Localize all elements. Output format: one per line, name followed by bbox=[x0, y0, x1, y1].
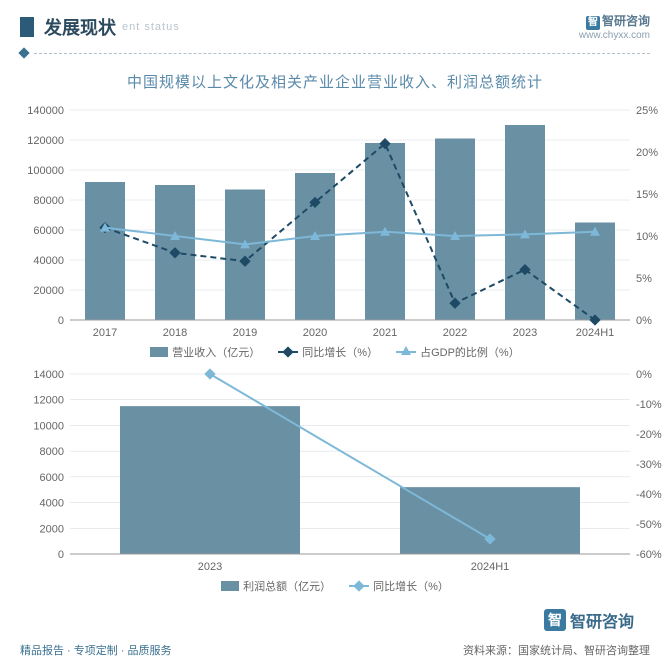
brand-label: 智研咨询 bbox=[602, 14, 650, 28]
footer-right: 资料来源：国家统计局、智研咨询整理 bbox=[463, 642, 650, 658]
chart2-area: 02000400060008000100001200014000-60%-50%… bbox=[20, 364, 650, 574]
brand-name: 智智研咨询 bbox=[579, 12, 650, 30]
watermark-text: 智研咨询 bbox=[570, 608, 634, 632]
legend-line1: 同比增长（%） bbox=[278, 344, 378, 360]
footer: 精品报告 · 专项定制 · 品质服务 资料来源：国家统计局、智研咨询整理 bbox=[20, 642, 650, 658]
svg-text:-60%: -60% bbox=[636, 549, 662, 561]
diamond-icon bbox=[18, 47, 29, 58]
chart1-area: 0 20000 40000 60000 80000 100000 120000 140000 0… bbox=[20, 100, 650, 340]
header-left: 发展现状 ent status bbox=[20, 14, 180, 40]
chart-title: 中国规模以上文化及相关产业企业营业收入、利润总额统计 bbox=[0, 61, 670, 100]
svg-text:2000: 2000 bbox=[40, 523, 64, 535]
svg-text:2022: 2022 bbox=[443, 327, 467, 339]
svg-text:20000: 20000 bbox=[33, 285, 64, 297]
svg-text:2021: 2021 bbox=[373, 327, 397, 339]
footer-left: 精品报告 · 专项定制 · 品质服务 bbox=[20, 642, 172, 658]
legend-bar: 营业收入（亿元） bbox=[150, 344, 260, 360]
legend-bar: 利润总额（亿元） bbox=[221, 578, 331, 594]
chart2-legend: 利润总额（亿元） 同比增长（%） bbox=[0, 574, 670, 598]
svg-text:0%: 0% bbox=[636, 369, 652, 381]
svg-text:5%: 5% bbox=[636, 273, 652, 285]
svg-text:10000: 10000 bbox=[33, 420, 64, 432]
watermark-icon: 智 bbox=[544, 609, 566, 631]
svg-text:2023: 2023 bbox=[513, 327, 537, 339]
svg-text:6000: 6000 bbox=[40, 472, 64, 484]
header-accent-block bbox=[20, 17, 34, 37]
svg-text:4000: 4000 bbox=[40, 498, 64, 510]
svg-text:0: 0 bbox=[58, 315, 64, 327]
svg-text:0: 0 bbox=[58, 549, 64, 561]
header-subtitle: ent status bbox=[122, 21, 180, 33]
svg-text:12000: 12000 bbox=[33, 395, 64, 407]
svg-text:25%: 25% bbox=[636, 105, 658, 117]
svg-text:80000: 80000 bbox=[33, 195, 64, 207]
svg-text:-40%: -40% bbox=[636, 489, 662, 501]
brand-url: www.chyxx.com bbox=[579, 30, 650, 41]
svg-text:-10%: -10% bbox=[636, 399, 662, 411]
svg-text:15%: 15% bbox=[636, 189, 658, 201]
svg-text:-30%: -30% bbox=[636, 459, 662, 471]
brand-icon: 智 bbox=[586, 16, 600, 30]
svg-text:2024H1: 2024H1 bbox=[471, 561, 510, 573]
svg-text:10%: 10% bbox=[636, 231, 658, 243]
chart1-legend: 营业收入（亿元） 同比增长（%） 占GDP的比例（%） bbox=[0, 340, 670, 364]
svg-text:60000: 60000 bbox=[33, 225, 64, 237]
svg-text:140000: 140000 bbox=[27, 105, 64, 117]
svg-text:8000: 8000 bbox=[40, 446, 64, 458]
watermark: 智 智研咨询 bbox=[538, 606, 640, 634]
svg-text:100000: 100000 bbox=[27, 165, 64, 177]
svg-text:2019: 2019 bbox=[233, 327, 257, 339]
svg-text:2023: 2023 bbox=[198, 561, 222, 573]
chart1-svg: 0 20000 40000 60000 80000 100000 120000 140000 0… bbox=[20, 100, 670, 340]
svg-text:2017: 2017 bbox=[93, 327, 117, 339]
header: 发展现状 ent status 智智研咨询 www.chyxx.com bbox=[0, 0, 670, 49]
header-title: 发展现状 bbox=[44, 14, 116, 40]
chart2-svg: 0 2000 4000 6000 8000 10000 12000 14000 -60% -50%… bbox=[20, 364, 670, 574]
svg-text:40000: 40000 bbox=[33, 255, 64, 267]
legend-line2: 占GDP的比例（%） bbox=[396, 344, 520, 360]
svg-text:2020: 2020 bbox=[303, 327, 327, 339]
svg-text:120000: 120000 bbox=[27, 135, 64, 147]
legend-line1: 同比增长（%） bbox=[349, 578, 449, 594]
svg-text:0%: 0% bbox=[636, 315, 652, 327]
svg-text:20%: 20% bbox=[636, 147, 658, 159]
svg-text:-50%: -50% bbox=[636, 519, 662, 531]
svg-text:2018: 2018 bbox=[163, 327, 187, 339]
svg-text:14000: 14000 bbox=[33, 369, 64, 381]
header-right: 智智研咨询 www.chyxx.com bbox=[579, 12, 650, 41]
svg-text:2024H1: 2024H1 bbox=[576, 327, 615, 339]
divider bbox=[0, 49, 670, 61]
dash-line bbox=[34, 53, 650, 54]
svg-text:-20%: -20% bbox=[636, 429, 662, 441]
